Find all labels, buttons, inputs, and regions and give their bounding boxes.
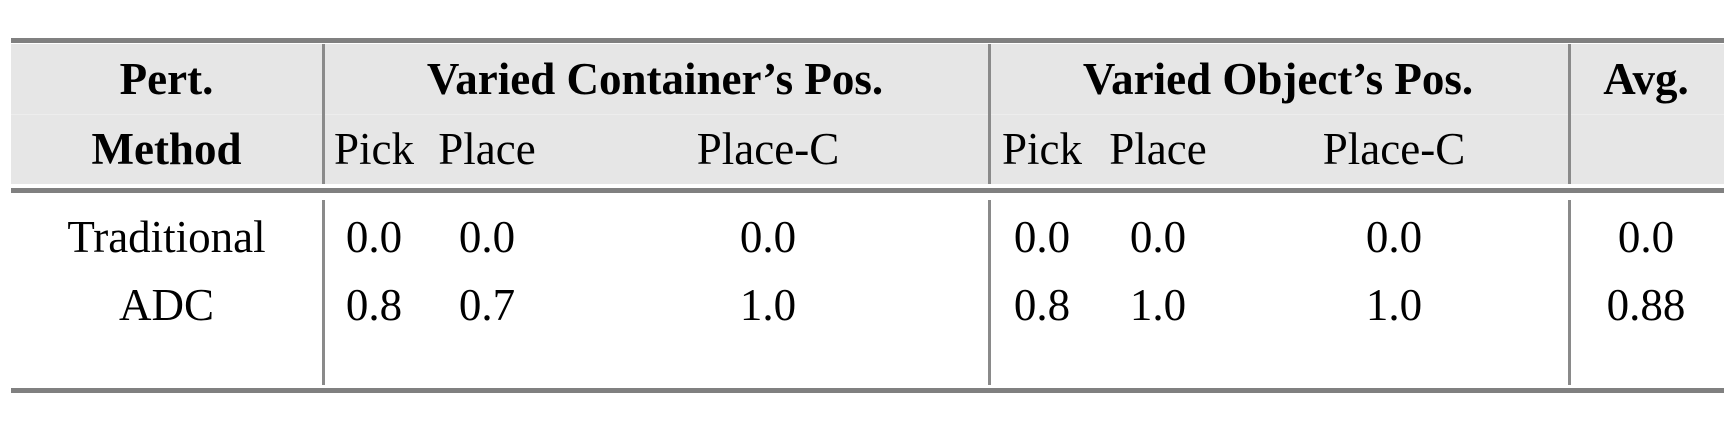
table-mid-rule bbox=[11, 188, 1724, 193]
table-top-rule bbox=[11, 38, 1724, 43]
header-background-band bbox=[11, 44, 1724, 184]
cell-adc-object-pick: 0.8 bbox=[1013, 280, 1071, 330]
cell-traditional-object-place: 0.0 bbox=[1129, 212, 1187, 262]
table-row: Traditional 0.0 0.0 0.0 0.0 0.0 0.0 0.0 bbox=[11, 203, 1724, 271]
header-group-row: Pert. Varied Container’s Pos. Varied Obj… bbox=[11, 44, 1724, 114]
cell-traditional-container-place-c: 0.0 bbox=[739, 212, 797, 262]
column-divider-before-avg-body bbox=[1568, 200, 1571, 385]
column-divider-after-method-body bbox=[322, 200, 325, 385]
subheader-object-place-c: Place-C bbox=[1322, 124, 1466, 174]
cell-adc-object-place: 1.0 bbox=[1129, 280, 1187, 330]
cell-adc-container-place-c: 1.0 bbox=[739, 280, 797, 330]
cell-adc-avg: 0.88 bbox=[1606, 280, 1686, 330]
column-divider-after-method-header bbox=[322, 44, 325, 184]
results-table: Pert. Varied Container’s Pos. Varied Obj… bbox=[11, 0, 1724, 430]
subheader-container-pick: Pick bbox=[333, 124, 414, 174]
header-group-varied-container: Varied Container’s Pos. bbox=[426, 54, 884, 104]
table-bottom-rule bbox=[11, 388, 1724, 393]
subheader-container-place: Place bbox=[438, 124, 536, 174]
cell-adc-container-place: 0.7 bbox=[458, 280, 516, 330]
cell-traditional-object-pick: 0.0 bbox=[1013, 212, 1071, 262]
row-label-traditional: Traditional bbox=[67, 212, 266, 262]
header-group-avg: Avg. bbox=[1603, 54, 1689, 104]
header-subheader-row: Method Pick Place Place-C Pick Place Pla… bbox=[11, 114, 1724, 184]
cell-traditional-container-pick: 0.0 bbox=[345, 212, 403, 262]
column-divider-after-container-group-body bbox=[988, 200, 991, 385]
cell-traditional-container-place: 0.0 bbox=[458, 212, 516, 262]
header-method-line1: Pert. bbox=[119, 54, 214, 104]
cell-adc-container-pick: 0.8 bbox=[345, 280, 403, 330]
header-group-varied-object: Varied Object’s Pos. bbox=[1082, 54, 1474, 104]
column-divider-before-avg-header bbox=[1568, 44, 1571, 184]
column-divider-after-container-group-header bbox=[988, 44, 991, 184]
cell-traditional-object-place-c: 0.0 bbox=[1365, 212, 1423, 262]
subheader-object-place: Place bbox=[1109, 124, 1207, 174]
row-label-adc: ADC bbox=[118, 280, 214, 330]
subheader-container-place-c: Place-C bbox=[696, 124, 840, 174]
table-row: ADC 0.8 0.7 1.0 0.8 1.0 1.0 0.88 bbox=[11, 271, 1724, 339]
subheader-object-pick: Pick bbox=[1001, 124, 1082, 174]
cell-traditional-avg: 0.0 bbox=[1617, 212, 1675, 262]
header-method-line2: Method bbox=[91, 124, 242, 174]
header-row-separator bbox=[11, 114, 1724, 115]
cell-adc-object-place-c: 1.0 bbox=[1365, 280, 1423, 330]
